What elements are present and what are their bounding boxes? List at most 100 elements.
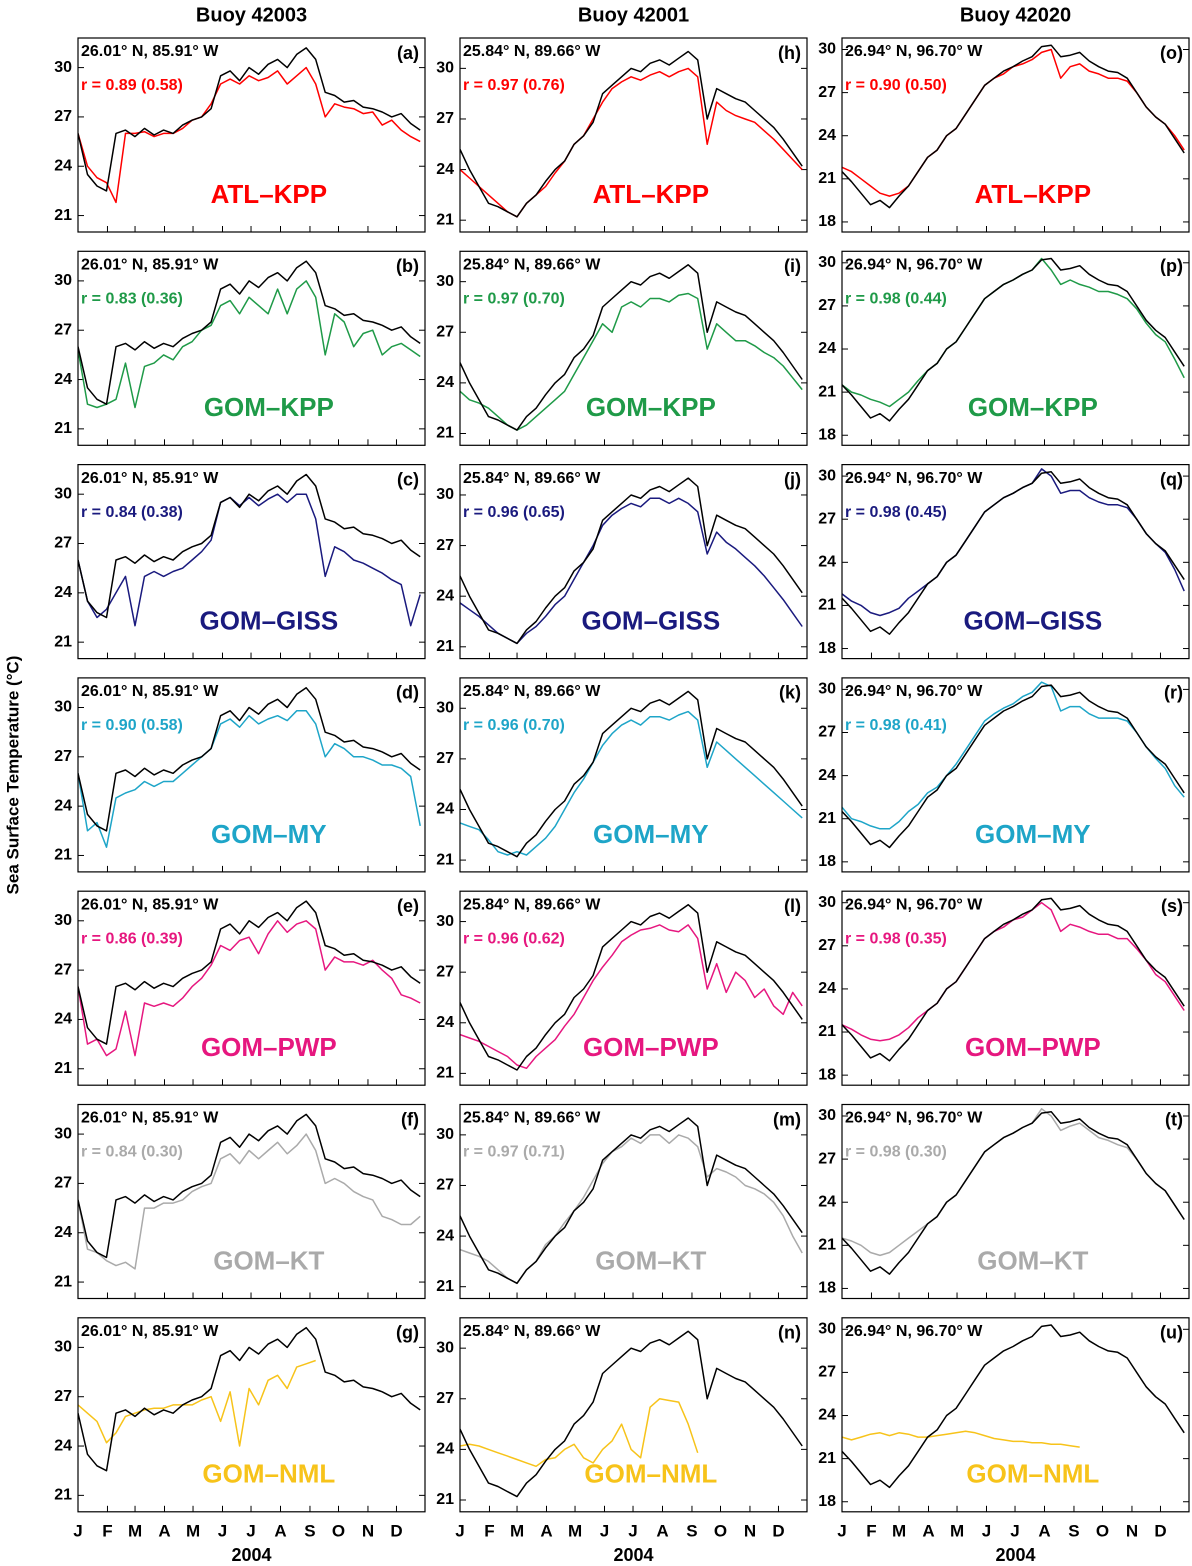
x-tick-label: M — [510, 1521, 524, 1540]
y-tick-label: 21 — [436, 1065, 454, 1082]
observed-line — [842, 471, 1185, 635]
plot-lines — [842, 897, 1185, 1062]
location-label: 26.01° N, 85.91° W — [81, 470, 219, 487]
panel-frame — [841, 890, 1190, 1086]
y-tick-label: 21 — [54, 633, 72, 650]
x-tick-label: M — [186, 1521, 200, 1540]
observed-line — [78, 260, 421, 405]
panel-frame — [459, 890, 808, 1086]
observed-line — [460, 50, 803, 218]
correlation-label: r = 0.89 (0.58) — [81, 77, 183, 94]
y-tick-label: 21 — [54, 207, 72, 224]
x-tick-label: J — [600, 1521, 609, 1540]
panel-frame — [459, 464, 808, 660]
x-tick-label: A — [656, 1521, 668, 1540]
panel-frame — [841, 1317, 1190, 1513]
correlation-label: r = 0.97 (0.76) — [463, 77, 565, 94]
y-tick-label: 24 — [818, 1193, 836, 1210]
model-name: ATL–KPP — [211, 179, 328, 209]
plot-lines — [460, 50, 803, 218]
location-label: 25.84° N, 89.66° W — [463, 896, 601, 913]
y-tick-label: 21 — [436, 638, 454, 655]
y-tick-label: 27 — [436, 1390, 454, 1407]
y-tick-label: 24 — [54, 1437, 72, 1454]
model-name: GOM–PWP — [201, 1032, 337, 1062]
location-label: 25.84° N, 89.66° W — [463, 683, 601, 700]
y-tick-label: 30 — [54, 272, 72, 289]
correlation-label: r = 0.84 (0.30) — [81, 1144, 183, 1161]
column-title: Buoy 42001 — [578, 4, 689, 26]
y-tick-label: 24 — [818, 127, 836, 144]
model-line — [78, 920, 421, 1057]
y-tick-label: 24 — [54, 371, 72, 388]
x-tick-label: J — [218, 1521, 227, 1540]
correlation-label: r = 0.96 (0.70) — [463, 717, 565, 734]
y-tick-label: 21 — [54, 1487, 72, 1504]
x-tick-label: M — [892, 1521, 906, 1540]
y-tick-label: 27 — [54, 961, 72, 978]
plot-lines — [78, 47, 421, 204]
x-tick-label: A — [540, 1521, 552, 1540]
x-tick-label: M — [950, 1521, 964, 1540]
correlation-label: r = 0.98 (0.41) — [845, 717, 947, 734]
observed-line — [460, 903, 803, 1071]
model-name: ATL–KPP — [975, 179, 1092, 209]
y-tick-label: 27 — [54, 321, 72, 338]
y-tick-label: 18 — [818, 426, 836, 443]
y-tick-label: 24 — [436, 1014, 454, 1031]
model-name: GOM–MY — [593, 819, 709, 849]
plot-lines — [78, 1326, 421, 1472]
y-tick-label: 21 — [818, 810, 836, 827]
y-tick-label: 30 — [436, 1126, 454, 1143]
y-tick-label: 27 — [818, 1150, 836, 1167]
panel-tag: (q) — [1160, 469, 1183, 489]
x-tick-label: D — [772, 1521, 784, 1540]
model-name: GOM–NML — [966, 1459, 1099, 1489]
x-tick-label: F — [866, 1521, 876, 1540]
y-tick-label: 21 — [818, 1023, 836, 1040]
model-line — [78, 280, 421, 409]
correlation-label: r = 0.97 (0.71) — [463, 1144, 565, 1161]
y-tick-label: 24 — [436, 1441, 454, 1458]
x-tick-label: A — [274, 1521, 286, 1540]
y-tick-label: 30 — [54, 59, 72, 76]
plot-lines — [78, 687, 421, 848]
panel-tag: (e) — [397, 896, 419, 916]
model-name: GOM–MY — [975, 819, 1091, 849]
panel-tag: (f) — [401, 1109, 419, 1129]
observed-line — [842, 1110, 1185, 1275]
y-tick-label: 27 — [54, 1175, 72, 1192]
y-tick-label: 24 — [436, 1227, 454, 1244]
panel-tag: (s) — [1161, 896, 1183, 916]
model-name: GOM–PWP — [583, 1032, 719, 1062]
x-tick-label: M — [568, 1521, 582, 1540]
y-tick-label: 24 — [818, 980, 836, 997]
model-name: GOM–KPP — [586, 392, 716, 422]
panel-tag: (g) — [396, 1323, 419, 1343]
y-tick-label: 30 — [54, 485, 72, 502]
x-tick-label: A — [922, 1521, 934, 1540]
plot-lines — [460, 1330, 803, 1498]
model-name: GOM–NML — [202, 1459, 335, 1489]
y-tick-label: 18 — [818, 1066, 836, 1083]
y-tick-label: 21 — [436, 425, 454, 442]
y-tick-label: 18 — [818, 640, 836, 657]
y-tick-label: 21 — [436, 1491, 454, 1508]
panel-frame — [841, 37, 1190, 233]
x-tick-label: O — [1096, 1521, 1109, 1540]
panel-tag: (n) — [778, 1323, 801, 1343]
location-label: 26.01° N, 85.91° W — [81, 1110, 219, 1127]
panel-frame — [459, 1317, 808, 1513]
y-tick-label: 24 — [54, 584, 72, 601]
panel-tag: (o) — [1160, 43, 1183, 63]
y-tick-label: 24 — [436, 161, 454, 178]
panel-frame — [77, 677, 426, 873]
x-tick-label: O — [332, 1521, 345, 1540]
y-tick-label: 27 — [436, 110, 454, 127]
y-tick-label: 18 — [818, 1280, 836, 1297]
plot-lines — [78, 473, 421, 627]
plot-lines — [842, 468, 1185, 635]
plot-lines — [842, 1108, 1185, 1275]
plot-lines — [78, 1113, 421, 1270]
x-tick-label: J — [628, 1521, 637, 1540]
